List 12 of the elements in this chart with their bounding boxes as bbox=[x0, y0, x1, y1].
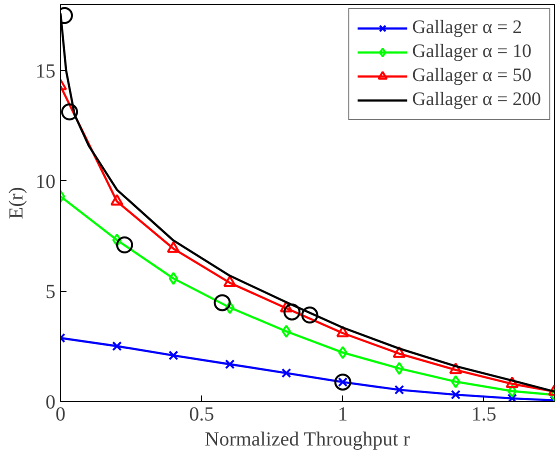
legend-label: Gallager α = 50 bbox=[412, 65, 532, 87]
x-tick-label: 1 bbox=[338, 404, 348, 426]
y-axis-title: E(r) bbox=[6, 186, 28, 220]
legend-label: Gallager α = 2 bbox=[412, 17, 522, 39]
x-tick-label: 1.5 bbox=[471, 404, 496, 426]
y-tick-label: 10 bbox=[36, 170, 56, 193]
legend-label: Gallager α = 200 bbox=[412, 89, 541, 111]
legend-label: Gallager α = 10 bbox=[412, 41, 532, 63]
y-tick-label: 15 bbox=[36, 60, 56, 83]
y-tick-label: 5 bbox=[46, 281, 56, 304]
x-tick-label: 0.5 bbox=[189, 404, 214, 426]
x-axis-title: Normalized Throughput r bbox=[204, 428, 410, 450]
